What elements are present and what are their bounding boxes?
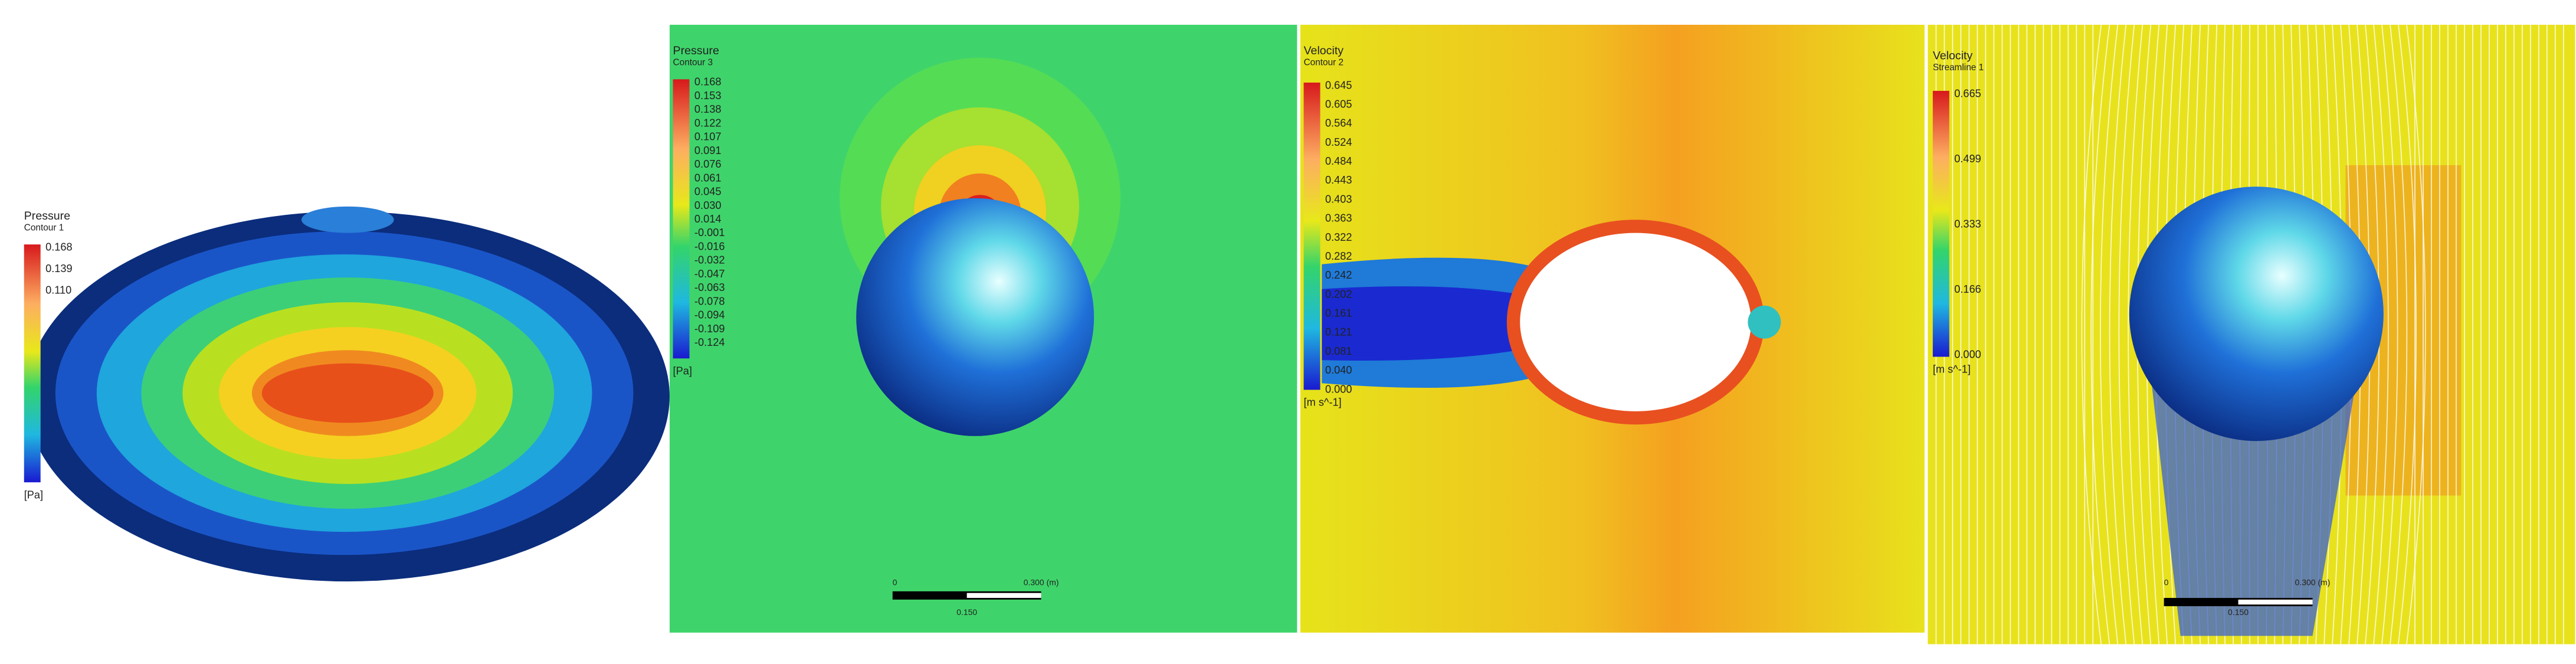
colorbar-unit: [Pa] bbox=[24, 489, 43, 501]
streamline bbox=[2398, 24, 2417, 645]
panel-2 bbox=[669, 24, 1297, 633]
streamline bbox=[2381, 24, 2398, 645]
streamline bbox=[2090, 24, 2110, 645]
colorbar-label: -0.124 bbox=[694, 336, 725, 348]
streamline bbox=[2118, 24, 2135, 645]
colorbar bbox=[24, 244, 41, 483]
legend-subtitle: Contour 2 bbox=[1304, 57, 1344, 67]
legend-title: Pressure bbox=[24, 210, 70, 223]
colorbar-label: 0.040 bbox=[1325, 364, 1352, 376]
sphere bbox=[2129, 187, 2384, 441]
colorbar-label: -0.078 bbox=[694, 295, 725, 307]
colorbar-unit: [m s^-1] bbox=[1304, 397, 1342, 408]
scale-end: 0.300 (m) bbox=[1024, 578, 1059, 587]
colorbar bbox=[1932, 90, 1949, 357]
sphere bbox=[856, 198, 1094, 436]
colorbar-label: 0.076 bbox=[694, 158, 722, 170]
streamline bbox=[2390, 24, 2408, 645]
colorbar-label: -0.016 bbox=[694, 240, 725, 252]
colorbar-label: -0.109 bbox=[694, 323, 725, 335]
colorbar-label: -0.001 bbox=[694, 227, 725, 238]
streamline bbox=[2373, 24, 2389, 645]
colorbar-label: 0.122 bbox=[694, 117, 722, 129]
scale-mid: 0.150 bbox=[2228, 607, 2249, 617]
colorbar-label: -0.047 bbox=[694, 268, 725, 280]
colorbar-label: 0.014 bbox=[694, 213, 722, 225]
colorbar-label: 0.107 bbox=[694, 131, 722, 143]
colorbar-label: 0.403 bbox=[1325, 193, 1352, 205]
colorbar-label: 0.000 bbox=[1954, 348, 1981, 360]
colorbar-label: -0.063 bbox=[694, 282, 725, 293]
colorbar-label: 0.322 bbox=[1325, 231, 1352, 243]
colorbar-label: 0.030 bbox=[694, 199, 722, 211]
colorbar bbox=[673, 79, 690, 359]
colorbar-label: 0.139 bbox=[45, 263, 73, 274]
legend-title: Velocity bbox=[1304, 44, 1344, 57]
streamline bbox=[2100, 24, 2119, 645]
colorbar-label: 0.443 bbox=[1325, 174, 1352, 186]
colorbar-label: 0.138 bbox=[694, 103, 722, 115]
colorbar-unit: [m s^-1] bbox=[1933, 364, 1971, 375]
colorbar-label: 0.161 bbox=[1325, 308, 1352, 319]
scale-start: 0 bbox=[893, 578, 897, 587]
legend-title: Pressure bbox=[673, 44, 719, 57]
stagnation bbox=[1748, 305, 1781, 339]
scale-end: 0.300 (m) bbox=[2295, 578, 2331, 587]
contour-band bbox=[261, 363, 434, 423]
colorbar-label: 0.363 bbox=[1325, 212, 1352, 224]
colorbar-unit: [Pa] bbox=[673, 365, 692, 377]
streamline bbox=[2109, 24, 2127, 645]
panel-3 bbox=[1300, 24, 1925, 633]
legend-subtitle: Contour 1 bbox=[24, 223, 64, 233]
streamline bbox=[2128, 24, 2144, 645]
panel-1 bbox=[25, 206, 670, 582]
streamline bbox=[2081, 24, 2102, 645]
colorbar-label: 0.110 bbox=[45, 284, 71, 296]
colorbar-label: 0.153 bbox=[694, 90, 722, 102]
legend-subtitle: Contour 3 bbox=[673, 57, 713, 67]
scale-bar bbox=[2238, 599, 2313, 605]
colorbar bbox=[1303, 82, 1320, 390]
colorbar-label: 0.645 bbox=[1325, 79, 1352, 91]
legend-subtitle: Streamline 1 bbox=[1933, 63, 1984, 73]
colorbar-label: 0.242 bbox=[1325, 269, 1352, 281]
scale-mid: 0.150 bbox=[956, 607, 977, 617]
colorbar-label: 0.121 bbox=[1325, 326, 1352, 338]
panel-4 bbox=[1928, 24, 2575, 645]
colorbar-label: 0.166 bbox=[1954, 283, 1981, 295]
colorbar-label: 0.524 bbox=[1325, 136, 1352, 148]
colorbar-label: 0.202 bbox=[1325, 288, 1352, 300]
colorbar-label: 0.091 bbox=[694, 145, 722, 156]
colorbar-label: 0.045 bbox=[694, 186, 722, 198]
colorbar-label: 0.665 bbox=[1954, 87, 1981, 99]
colorbar-label: 0.061 bbox=[694, 172, 722, 184]
scale-start: 0 bbox=[2164, 578, 2169, 587]
colorbar-label: 0.484 bbox=[1325, 155, 1352, 167]
colorbar-label: 0.168 bbox=[694, 76, 722, 88]
colorbar-label: -0.094 bbox=[694, 309, 725, 321]
colorbar-label: 0.168 bbox=[45, 241, 73, 253]
colorbar-label: 0.282 bbox=[1325, 250, 1352, 262]
colorbar-label: 0.605 bbox=[1325, 99, 1352, 110]
legend-title: Velocity bbox=[1933, 49, 1973, 62]
body-outline bbox=[1520, 233, 1751, 411]
wake bbox=[1322, 286, 1537, 361]
colorbar-label: 0.333 bbox=[1954, 218, 1981, 230]
colorbar-label: 0.081 bbox=[1325, 345, 1352, 357]
colorbar-label: 0.000 bbox=[1325, 383, 1352, 395]
scale-bar bbox=[966, 593, 1041, 598]
colorbar-label: 0.499 bbox=[1954, 153, 1981, 165]
streamline bbox=[2406, 24, 2426, 645]
colorbar-label: 0.564 bbox=[1325, 117, 1352, 129]
colorbar-label: -0.032 bbox=[694, 254, 725, 266]
surface-bump bbox=[301, 206, 394, 233]
